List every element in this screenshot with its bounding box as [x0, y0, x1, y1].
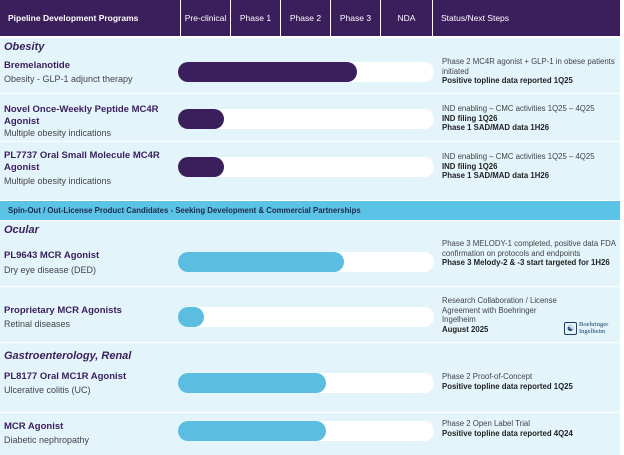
progress-track	[178, 252, 434, 272]
progress-track	[178, 109, 434, 129]
program-indication: Diabetic nephropathy	[4, 435, 90, 445]
status-line: Phase 2 Proof-of-Concept	[442, 372, 533, 381]
progress-fill	[178, 307, 204, 327]
program-row: Novel Once-Weekly Peptide MC4R Agonist M…	[0, 94, 620, 142]
header-phase-1: Phase 1	[230, 0, 280, 36]
program-name: Bremelanotide	[4, 60, 70, 71]
program-name: PL7737 Oral Small Molecule MC4R Agonist	[4, 150, 160, 173]
progress-fill	[178, 421, 327, 441]
program-row: MCR Agonist Diabetic nephropathy Phase 2…	[0, 413, 620, 455]
progress-fill	[178, 109, 225, 129]
progress-fill	[178, 373, 327, 393]
program-name: Proprietary MCR Agonists	[4, 305, 122, 316]
progress-fill	[178, 62, 358, 82]
header-status: Status/Next Steps	[432, 0, 620, 36]
program-name: Novel Once-Weekly Peptide MC4R Agonist	[4, 104, 159, 127]
obesity-panel: Obesity Bremelanotide Obesity - GLP-1 ad…	[0, 38, 620, 200]
status-highlight: IND filing 1Q26	[442, 161, 498, 171]
boehringer-logo-icon: ☯	[564, 321, 577, 335]
row-divider	[0, 93, 620, 94]
header-phase-preclinical: Pre-clinical	[180, 0, 230, 36]
program-status: IND enabling – CMC activities 1Q25 – 4Q2…	[442, 152, 616, 181]
header-phase-3: Phase 3	[330, 0, 380, 36]
program-indication: Dry eye disease (DED)	[4, 265, 97, 275]
status-highlight: Phase 1 SAD/MAD data 1H26	[442, 171, 550, 181]
status-line: Phase 2 Open Label Trial	[442, 419, 530, 428]
program-status: Phase 2 MC4R agonist + GLP-1 in obese pa…	[442, 57, 616, 86]
status-line: Phase 3 MELODY-1 completed, positive dat…	[442, 239, 616, 258]
program-name: PL9643 MCR Agonist	[4, 250, 100, 261]
header-phase-2: Phase 2	[280, 0, 330, 36]
program-status: Phase 3 MELODY-1 completed, positive dat…	[442, 239, 616, 268]
row-divider	[0, 412, 620, 413]
row-divider	[0, 286, 620, 287]
section-title-obesity: Obesity	[4, 41, 45, 53]
status-line: IND enabling – CMC activities 1Q25 – 4Q2…	[442, 104, 595, 113]
status-line: IND enabling – CMC activities 1Q25 – 4Q2…	[442, 152, 595, 161]
status-highlight: August 2025	[442, 324, 489, 334]
program-indication: Obesity - GLP-1 adjunct therapy	[4, 74, 133, 84]
progress-fill	[178, 157, 225, 177]
program-indication: Multiple obesity indications	[4, 176, 112, 186]
status-highlight: Positive topline data reported 4Q24	[442, 428, 573, 438]
status-line: Phase 2 MC4R agonist + GLP-1 in obese pa…	[442, 57, 615, 76]
program-row: Proprietary MCR Agonists Retinal disease…	[0, 287, 620, 343]
program-row: PL7737 Oral Small Molecule MC4R Agonist …	[0, 142, 620, 198]
progress-track	[178, 62, 434, 82]
spin-out-banner: Spin-Out / Out-License Product Candidate…	[0, 201, 620, 220]
program-indication: Multiple obesity indications	[4, 128, 112, 138]
boehringer-ingelheim-logo: ☯ Boehringer Ingelheim	[564, 321, 608, 335]
row-divider	[0, 141, 620, 142]
program-row: PL8177 Oral MC1R Agonist Ulcerative coli…	[0, 363, 620, 413]
program-row: Bremelanotide Obesity - GLP-1 adjunct th…	[0, 56, 620, 94]
progress-track	[178, 373, 434, 393]
status-line: Research Collaboration / License Agreeme…	[442, 296, 557, 325]
progress-track	[178, 421, 434, 441]
progress-track	[178, 157, 434, 177]
program-name: MCR Agonist	[4, 421, 64, 432]
program-status: Phase 2 Proof-of-Concept Positive toplin…	[442, 372, 616, 391]
status-highlight: Phase 3 Melody-2 & -3 start targeted for…	[442, 258, 610, 268]
status-highlight: Positive topline data reported 1Q25	[442, 76, 573, 86]
program-status: Phase 2 Open Label Trial Positive toplin…	[442, 419, 616, 438]
program-indication: Retinal diseases	[4, 319, 71, 329]
status-highlight: Positive topline data reported 1Q25	[442, 381, 573, 391]
progress-track	[178, 307, 434, 327]
program-indication: Ulcerative colitis (UC)	[4, 385, 91, 395]
program-status: Research Collaboration / License Agreeme…	[442, 296, 562, 334]
progress-fill	[178, 252, 345, 272]
program-name: PL8177 Oral MC1R Agonist	[4, 371, 127, 382]
section-title-gi-renal: Gastroenterology, Renal	[4, 350, 132, 362]
status-highlight: Phase 1 SAD/MAD data 1H26	[442, 123, 550, 133]
program-row: PL9643 MCR Agonist Dry eye disease (DED)…	[0, 237, 620, 287]
section-title-ocular: Ocular	[4, 224, 39, 236]
partnership-panel: Ocular PL9643 MCR Agonist Dry eye diseas…	[0, 221, 620, 455]
header-title: Pipeline Development Programs	[8, 13, 139, 23]
row-divider	[0, 342, 620, 343]
program-status: IND enabling – CMC activities 1Q25 – 4Q2…	[442, 104, 616, 133]
logo-wordmark: Boehringer Ingelheim	[579, 321, 609, 335]
pipeline-header: Pipeline Development Programs Pre-clinic…	[0, 0, 620, 36]
header-phase-nda: NDA	[380, 0, 432, 36]
status-highlight: IND filing 1Q26	[442, 113, 498, 123]
